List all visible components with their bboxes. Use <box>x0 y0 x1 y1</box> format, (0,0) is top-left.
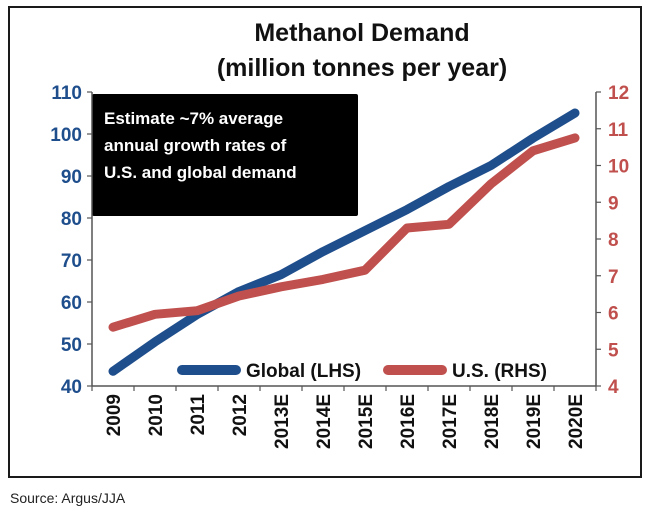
left-tick-label: 100 <box>50 125 82 146</box>
data-point-us <box>490 183 492 185</box>
x-tick-label: 2014E <box>314 394 335 449</box>
left-tick-label: 110 <box>51 83 82 104</box>
x-tick-label: 2017E <box>440 394 461 449</box>
annotation-line-2: annual growth rates of <box>104 136 287 155</box>
left-tick-label: 90 <box>61 167 82 188</box>
data-point-global <box>490 165 492 166</box>
left-tick-label: 50 <box>61 335 82 356</box>
series-line-global <box>108 108 580 376</box>
left-tick-label: 40 <box>61 377 82 398</box>
source-note: Source: Argus/JJA <box>10 490 126 506</box>
data-point-us <box>574 137 576 139</box>
x-tick-label: 2012 <box>230 394 251 436</box>
data-point-global <box>448 186 450 187</box>
x-tick-label: 2015E <box>356 394 377 449</box>
left-tick-label: 60 <box>61 293 82 314</box>
right-tick-label: 4 <box>608 377 619 398</box>
x-tick-label: 2011 <box>188 394 209 436</box>
data-point-us <box>238 295 240 297</box>
x-tick-label: 2019E <box>524 394 545 449</box>
right-tick-label: 12 <box>608 83 629 104</box>
data-point-global <box>154 341 156 343</box>
annotation-line-3: U.S. and global demand <box>104 163 297 182</box>
data-point-global <box>532 137 534 139</box>
chart: Methanol Demand (million tonnes per year… <box>50 19 629 449</box>
data-point-us <box>154 313 156 315</box>
data-point-us <box>322 278 324 280</box>
chart-title: Methanol Demand <box>254 19 469 47</box>
legend: Global (LHS) U.S. (RHS) <box>177 361 547 382</box>
data-point-us <box>280 286 282 288</box>
data-point-us <box>112 326 114 328</box>
annotation-line-1: Estimate ~7% average <box>104 109 283 128</box>
x-tick-label: 2010 <box>146 394 167 436</box>
series-line-us <box>108 133 580 332</box>
data-point-us <box>406 227 408 229</box>
data-point-us <box>364 269 366 271</box>
right-tick-label: 10 <box>608 157 629 178</box>
right-tick-label: 7 <box>608 267 619 288</box>
x-tick-label: 2013E <box>272 394 293 449</box>
data-point-us <box>448 223 450 225</box>
data-point-us <box>196 310 198 312</box>
series-lines <box>108 108 580 376</box>
data-point-us <box>532 150 534 152</box>
right-tick-label: 9 <box>608 193 619 214</box>
left-tick-label: 70 <box>61 251 82 272</box>
left-tick-label: 80 <box>61 209 82 230</box>
data-point-global <box>280 274 282 276</box>
right-tick-label: 5 <box>608 340 619 361</box>
x-tick-label: 2009 <box>104 394 125 436</box>
x-tick-label: 2020E <box>566 394 587 449</box>
x-tick-label: 2016E <box>398 394 419 449</box>
annotation-box: Estimate ~7% average annual growth rates… <box>92 94 358 216</box>
legend-label-global: Global (LHS) <box>246 361 361 382</box>
data-point-global <box>364 230 366 232</box>
axes: 40 50 60 70 80 90 100 110 4 5 6 7 8 9 10 11 12 2009 2010 20… <box>50 83 629 449</box>
right-tick-label: 6 <box>608 304 619 325</box>
legend-label-us: U.S. (RHS) <box>452 361 547 382</box>
chart-frame: Methanol Demand (million tonnes per year… <box>8 6 642 478</box>
x-tick-label: 2018E <box>482 394 503 449</box>
data-point-global <box>574 112 576 114</box>
data-point-global <box>406 209 408 211</box>
chart-subtitle: (million tonnes per year) <box>217 54 507 82</box>
data-point-global <box>322 251 324 253</box>
data-point-global <box>112 370 114 372</box>
right-tick-label: 11 <box>608 120 629 141</box>
right-tick-label: 8 <box>608 230 619 251</box>
